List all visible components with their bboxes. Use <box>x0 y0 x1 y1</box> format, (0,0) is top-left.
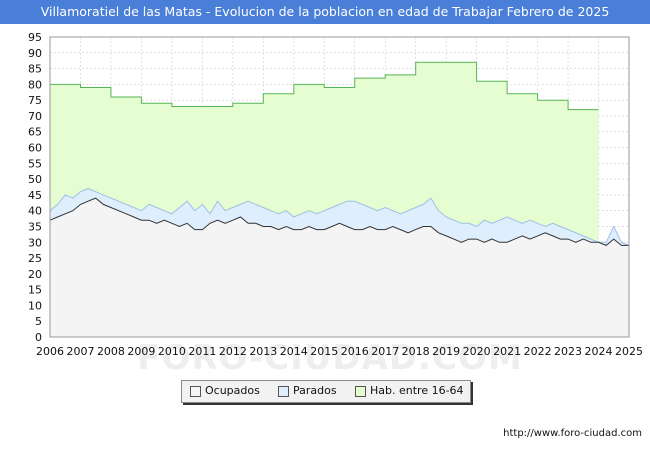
y-tick-label: 55 <box>28 157 42 170</box>
x-tick-label: 2009 <box>127 345 155 358</box>
x-tick-label: 2023 <box>554 345 582 358</box>
y-tick-label: 95 <box>28 31 42 44</box>
source-url: http://www.foro-ciudad.com <box>503 428 642 439</box>
y-tick-label: 90 <box>28 47 42 60</box>
series-line-parados <box>49 188 630 246</box>
series-line-ocupados <box>49 197 629 246</box>
y-tick-label: 60 <box>28 142 42 155</box>
x-tick-label: 2025 <box>615 345 643 358</box>
legend-swatch-ocupados <box>190 386 201 397</box>
x-tick-label: 2014 <box>280 345 308 358</box>
x-tick-label: 2018 <box>402 345 430 358</box>
series-area-ocupados <box>50 198 629 337</box>
x-tick-label: 2007 <box>66 345 94 358</box>
y-tick-label: 20 <box>28 268 42 281</box>
x-tick-label: 2016 <box>341 345 369 358</box>
y-tick-label: 65 <box>28 126 42 139</box>
legend-label-parados: Parados <box>293 384 337 397</box>
series-line-hab <box>50 61 599 111</box>
y-tick-label: 25 <box>28 252 42 265</box>
y-tick-label: 5 <box>35 315 42 328</box>
chart-title: Villamoratiel de las Matas - Evolucion d… <box>40 4 610 19</box>
legend: Ocupados Parados Hab. entre 16-64 <box>181 380 471 403</box>
x-tick-label: 2010 <box>158 345 186 358</box>
x-tick-label: 2011 <box>188 345 216 358</box>
title-bar <box>0 0 650 24</box>
y-tick-label: 15 <box>28 284 42 297</box>
x-tick-label: 2020 <box>463 345 491 358</box>
x-tick-label: 2017 <box>371 345 399 358</box>
x-tick-label: 2021 <box>493 345 521 358</box>
y-tick-label: 50 <box>28 173 42 186</box>
x-tick-label: 2019 <box>432 345 460 358</box>
y-tick-label: 10 <box>28 299 42 312</box>
y-tick-label: 75 <box>28 94 42 107</box>
y-tick-label: 0 <box>35 331 42 344</box>
watermark-text: FORO-CIUDAD.COM <box>137 338 523 378</box>
plot-border <box>49 36 630 338</box>
x-tick-label: 2024 <box>585 345 613 358</box>
x-tick-label: 2013 <box>249 345 277 358</box>
x-tick-label: 2022 <box>524 345 552 358</box>
y-tick-label: 35 <box>28 220 42 233</box>
x-tick-label: 2008 <box>97 345 125 358</box>
y-tick-label: 80 <box>28 78 42 91</box>
legend-swatch-parados <box>278 386 289 397</box>
legend-label-hab: Hab. entre 16-64 <box>370 384 464 397</box>
x-tick-label: 2012 <box>219 345 247 358</box>
y-tick-label: 70 <box>28 110 42 123</box>
legend-label-ocupados: Ocupados <box>205 384 260 397</box>
x-tick-label: 2015 <box>310 345 338 358</box>
x-tick-label: 2006 <box>36 345 64 358</box>
y-tick-label: 85 <box>28 63 42 76</box>
y-tick-label: 45 <box>28 189 42 202</box>
legend-swatch-hab <box>355 386 366 397</box>
y-tick-label: 30 <box>28 236 42 249</box>
y-tick-label: 40 <box>28 205 42 218</box>
